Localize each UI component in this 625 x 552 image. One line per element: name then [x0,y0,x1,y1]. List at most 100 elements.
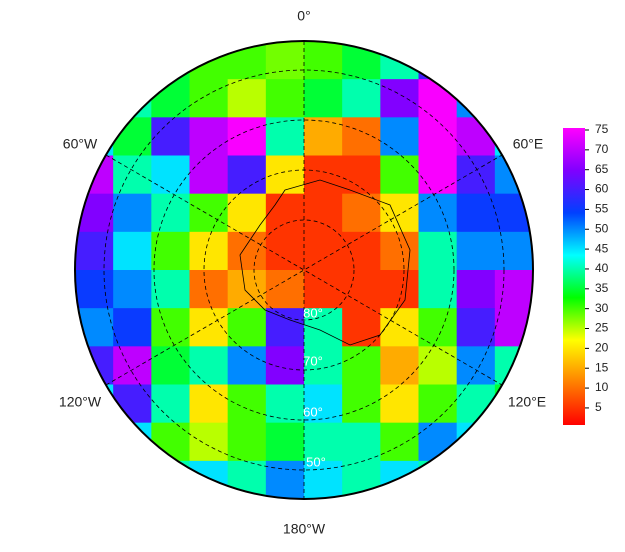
field-cell [304,346,343,385]
field-cell [113,308,152,347]
field-cell [380,422,419,462]
field-cell [265,270,305,309]
field-cell [75,193,114,233]
field-cell [151,460,190,499]
field-cell [456,422,496,462]
field-cell [418,270,458,309]
field-cell [75,79,114,118]
lon-label: 60°W [63,136,98,152]
field-cell [304,193,343,233]
field-cell [227,270,267,309]
field-cell [227,155,267,195]
field-cell [151,155,190,195]
field-cell [113,41,152,80]
field-cell [227,193,267,233]
field-cell [304,422,343,462]
field-cell [75,308,114,347]
field-cell [113,193,152,233]
field-cell [380,117,419,156]
field-cell [418,231,458,271]
field-cell [456,270,496,309]
field-cell [418,460,458,499]
field-cell [265,384,305,424]
field-cell [227,41,267,80]
map-border [74,40,534,500]
field-cell [456,231,496,271]
field-cell [189,270,229,309]
field-cell [456,79,496,118]
field-cell [380,41,419,80]
field-cell [494,231,533,271]
lat-label: 80° [303,305,323,320]
field-cell [494,193,533,233]
field-cell [418,41,458,80]
field-cell [189,117,229,156]
field-cell [75,231,114,271]
field-cell [75,346,114,385]
colorbar-tick-label: 25 [595,321,609,335]
field-cell [494,346,533,385]
field-cell [189,346,229,385]
field-cell [227,422,267,462]
lon-label: 120°E [508,394,546,410]
field-cell [304,308,343,347]
field-cell [113,422,152,462]
field-cell [342,117,381,156]
lon-label: 60°E [513,136,544,152]
field-cell [189,155,229,195]
field-cell [151,346,190,385]
field-cell [304,270,343,309]
field-cell [342,460,381,499]
field-cell [113,231,152,271]
field-cell [227,308,267,347]
field-cell [342,346,381,385]
colorbar-ticks: 5 10 15 20 25 30 35 40 45 50 55 60 65 70 75 [585,122,609,414]
lon-label: 0° [297,8,310,24]
field-cell [418,117,458,156]
field-cell [494,79,533,118]
field-cell [75,460,114,499]
field-cell [75,422,114,462]
field-cell [189,41,229,80]
field-cell [113,460,152,499]
field-cell [342,422,381,462]
field-cell [380,346,419,385]
colorbar-tick-label: 15 [595,360,609,374]
field-cell [342,308,381,347]
field-cell [342,384,381,424]
field-cell [342,270,381,309]
field-cell [304,155,343,195]
field-cell [265,308,305,347]
field-cell [265,460,305,499]
field-cell [304,79,343,118]
field-cell [304,117,343,156]
colorbar-tick-label: 30 [595,301,609,315]
colorbar-tick-label: 60 [595,182,609,196]
field-cell [418,384,458,424]
field-cell [342,155,381,195]
field-cell [265,422,305,462]
field-cell [113,270,152,309]
colorbar-tick-label: 50 [595,221,609,235]
field-cell [342,79,381,118]
field-cell [304,41,343,80]
field-cell [189,79,229,118]
field-cell [380,79,419,118]
field-cell [227,460,267,499]
field-cell [265,193,305,233]
field-cell [151,193,190,233]
field-cell [456,193,496,233]
colorbar-tick-label: 65 [595,162,609,176]
colorbar [563,128,585,425]
colorbar-tick-label: 55 [595,202,609,216]
field-cell [494,308,533,347]
field-cell [113,79,152,118]
field-cell [151,231,190,271]
field-cell [189,231,229,271]
field-cell [456,460,496,499]
field-cell [75,41,114,80]
field-cell [189,384,229,424]
field-cell [189,460,229,499]
field-cell [380,460,419,499]
lon-label: 180°W [283,521,326,537]
